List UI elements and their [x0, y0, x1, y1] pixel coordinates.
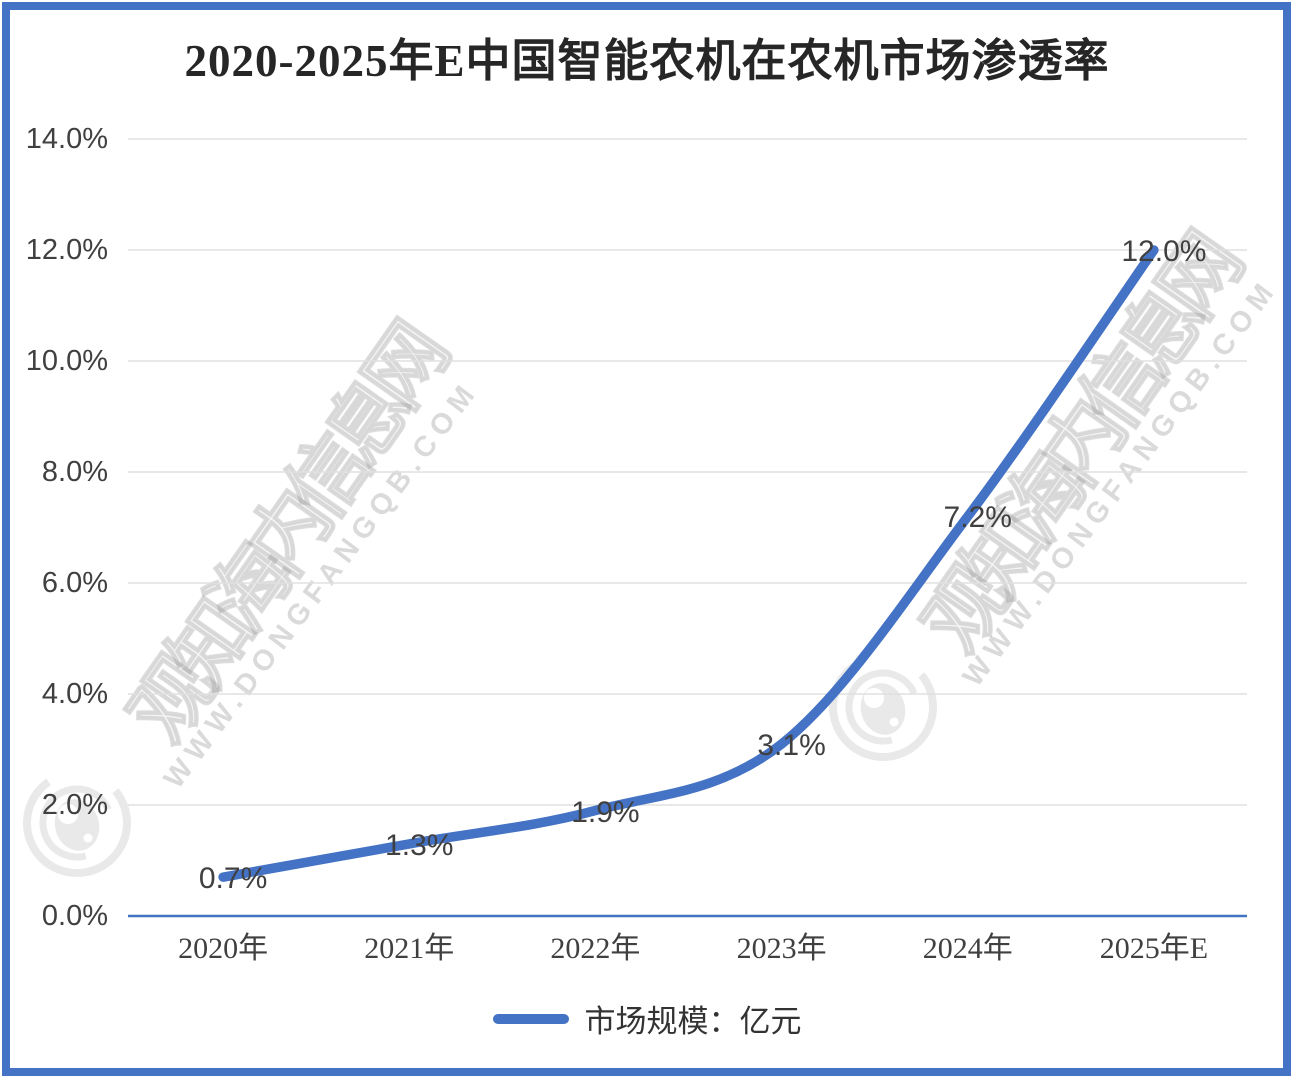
x-axis-category-label: 2020年	[178, 932, 269, 965]
x-axis-category-label: 2022年	[550, 932, 641, 965]
chart-title: 2020-2025年E中国智能农机在农机市场渗透率	[184, 36, 1110, 86]
x-axis-category-label: 2021年	[364, 932, 455, 965]
data-label: 3.1%	[757, 728, 826, 762]
legend: 市场规模：亿元	[0, 996, 1294, 1041]
series-line	[218, 245, 1159, 882]
y-axis-tick-label: 4.0%	[41, 678, 108, 710]
x-axis-category-label: 2025年E	[1099, 932, 1209, 965]
y-axis-tick-label: 0.0%	[41, 900, 108, 932]
y-axis-tick-label: 10.0%	[25, 345, 108, 377]
data-label: 1.3%	[385, 828, 454, 862]
data-label: 7.2%	[943, 501, 1012, 535]
legend-label: 市场规模：亿元	[584, 1004, 802, 1039]
x-axis-category-label: 2023年	[736, 932, 827, 965]
y-axis-tick-label: 12.0%	[25, 234, 108, 266]
legend-line-marker	[492, 1013, 569, 1024]
y-axis-tick-label: 6.0%	[41, 567, 108, 599]
data-label: 1.9%	[571, 795, 640, 829]
x-axis-category-label: 2024年	[922, 932, 1013, 965]
data-label: 0.7%	[198, 862, 268, 896]
data-label: 12.0%	[1121, 235, 1207, 268]
y-axis-tick-label: 8.0%	[41, 456, 108, 488]
y-axis-tick-label: 14.0%	[25, 123, 108, 155]
